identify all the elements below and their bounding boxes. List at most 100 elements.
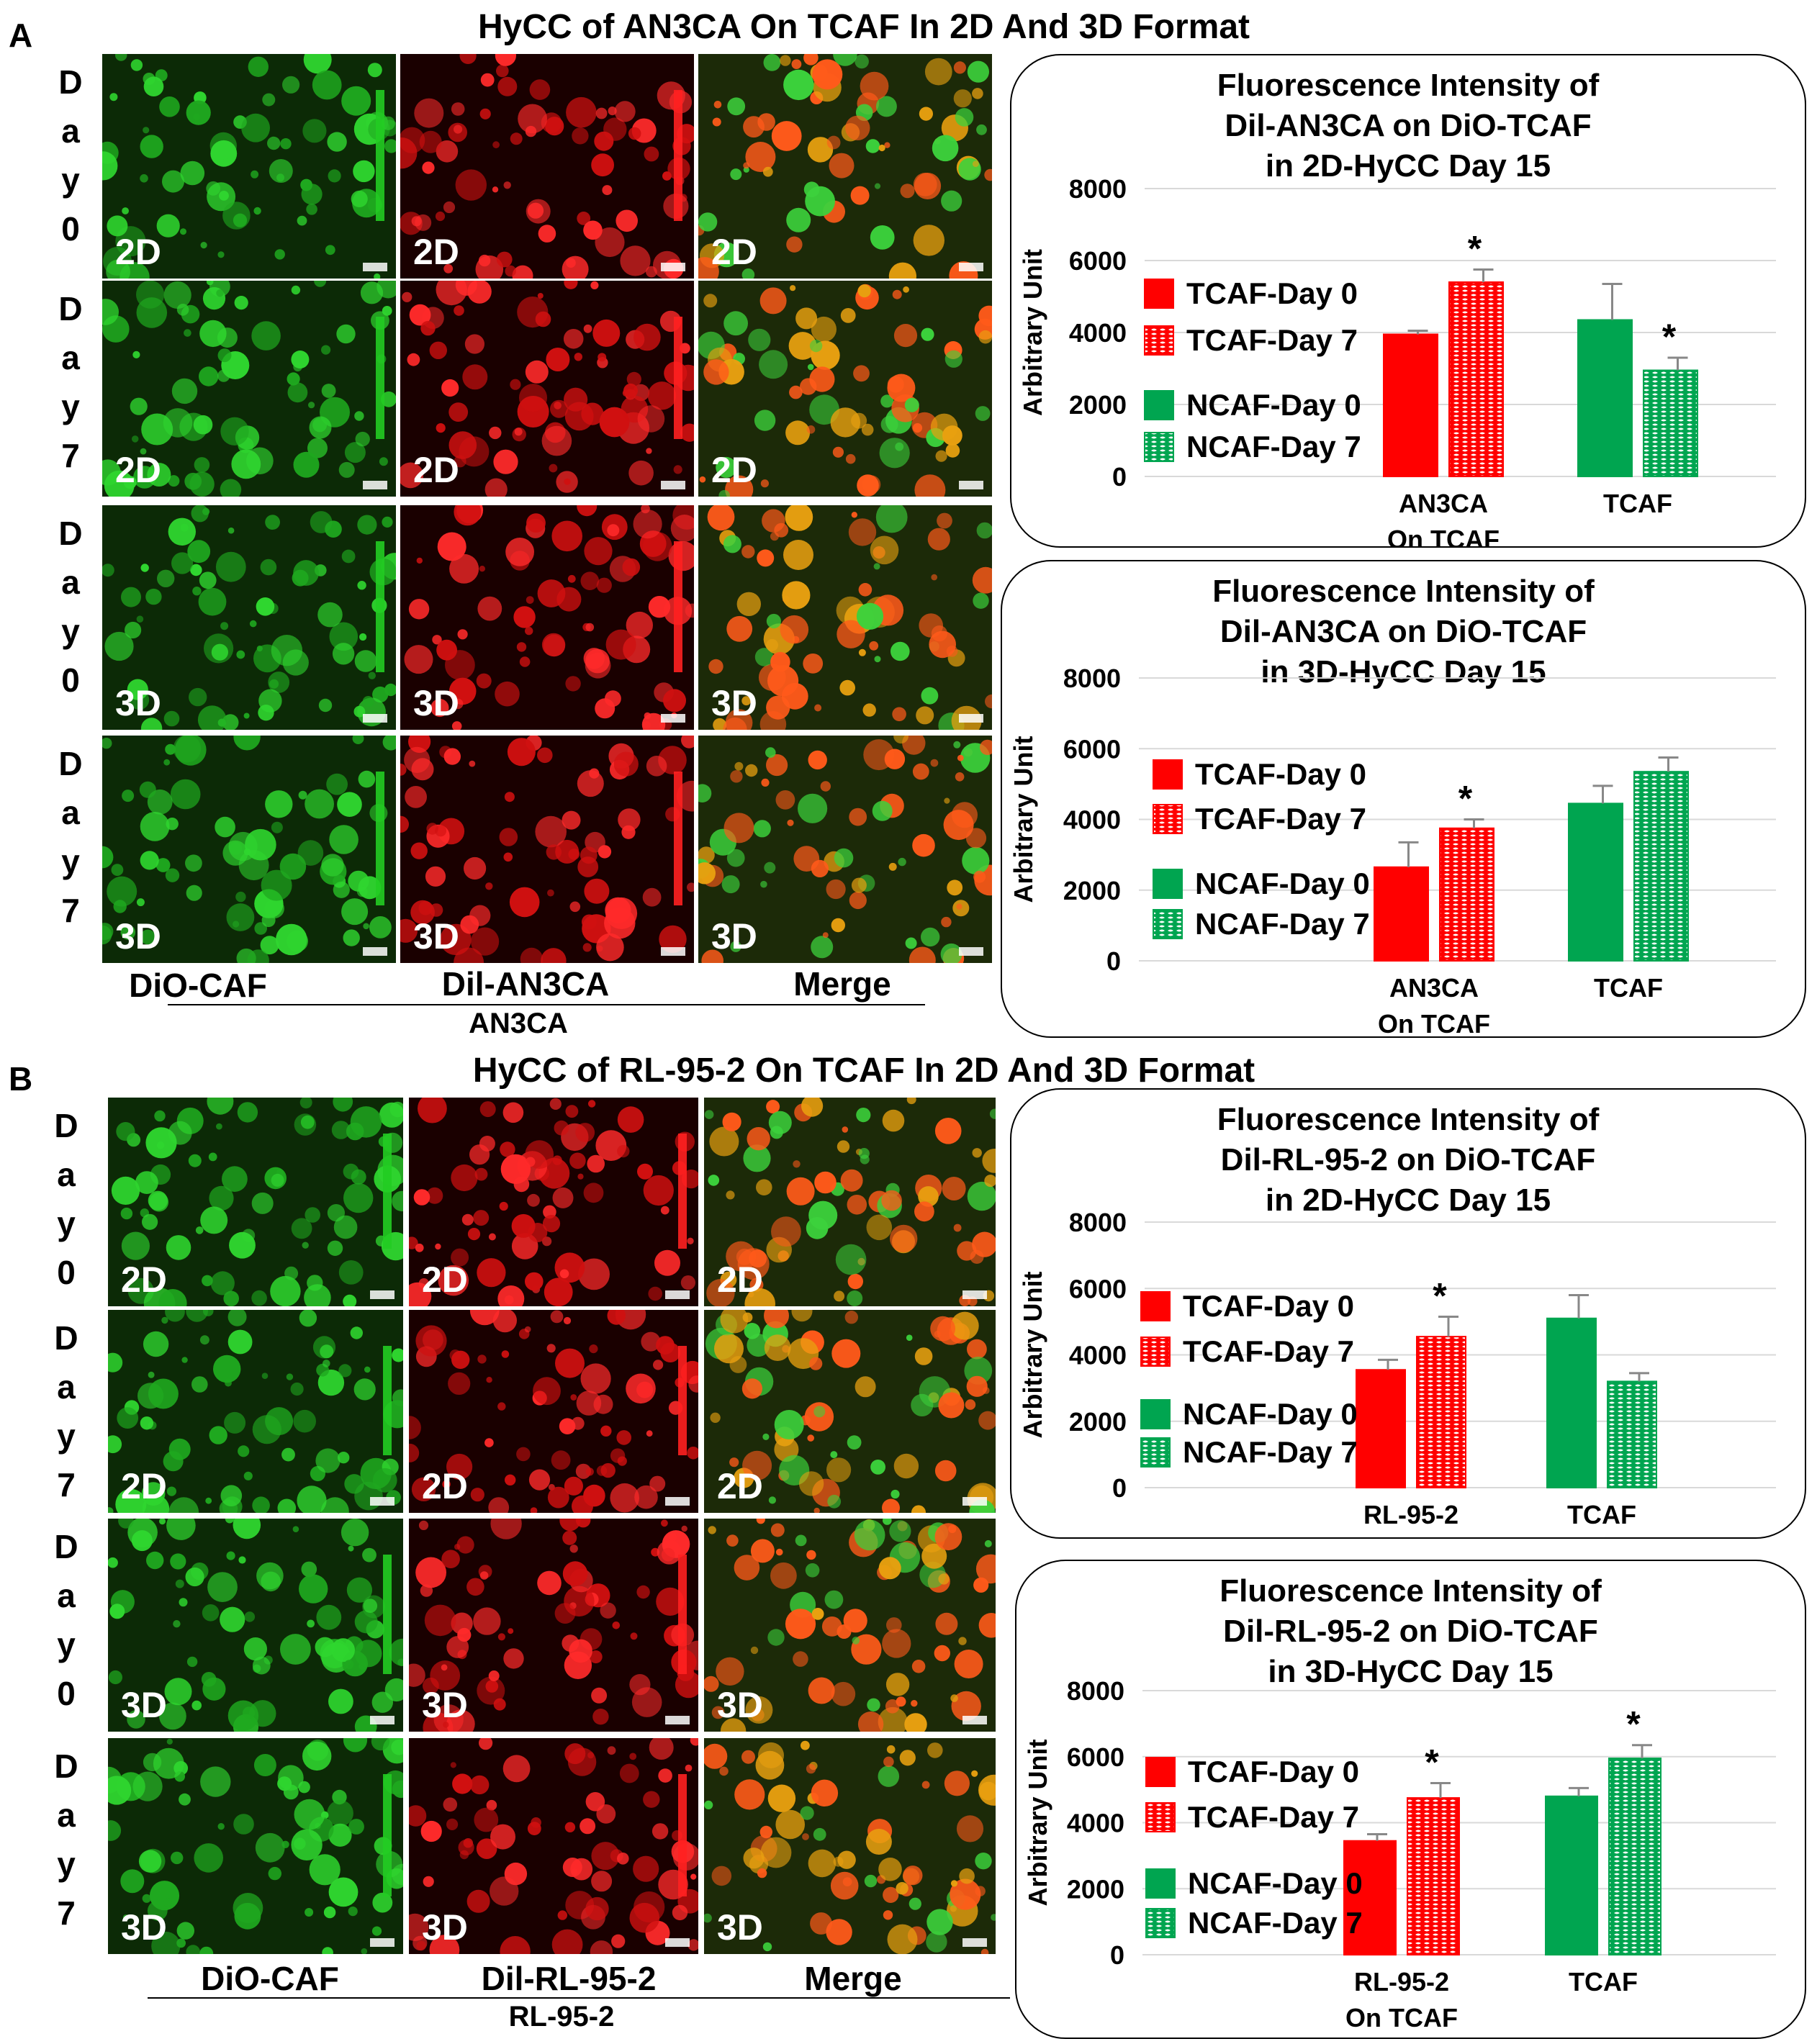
chart-title-line: Dil-AN3CA on DiO-TCAF [1225, 108, 1591, 143]
legend-swatch [1144, 325, 1174, 356]
panel-letter-a: A [9, 17, 33, 54]
format-tag: 3D [717, 1907, 763, 1948]
y-tick-label: 6000 [1063, 734, 1121, 764]
category-label: AN3CA [1389, 973, 1479, 1003]
bar [1607, 1380, 1657, 1488]
y-tick-label: 6000 [1069, 1274, 1127, 1303]
bar [1439, 827, 1494, 962]
chart-a-2d-svg: Fluorescence Intensity of Dil-AN3CA on Di… [1018, 68, 1776, 546]
legend-swatch [1145, 1757, 1176, 1787]
chart-title-line: in 2D-HyCC Day 15 [1266, 1182, 1551, 1218]
legend-swatch [1153, 804, 1183, 834]
category-label: TCAF [1567, 1500, 1636, 1529]
micrograph-image: 2D [409, 1098, 698, 1306]
micrograph-image: 3D [102, 505, 396, 730]
format-tag: 3D [115, 916, 161, 957]
legend-swatch [1153, 869, 1183, 899]
y-tick-label: 0 [1110, 1940, 1124, 1970]
category-label: RL-95-2 [1363, 1500, 1458, 1529]
day-label: D a y 0 [58, 63, 83, 248]
category-label: AN3CA [1399, 489, 1488, 518]
legend-label: NCAF-Day 7 [1183, 1435, 1358, 1469]
cell-line-label: RL-95-2 [508, 2001, 615, 2032]
y-tick-label: 6000 [1069, 246, 1127, 276]
chart-b-3d-svg: Fluorescence Intensity of Dil-RL-95-2 on … [1023, 1573, 1776, 2032]
day-label: D a y 7 [54, 1319, 78, 1503]
legend-label: NCAF-Day 0 [1186, 388, 1361, 422]
format-tag: 2D [717, 1466, 763, 1506]
micrograph-image: 2D [698, 54, 992, 279]
bar [1448, 281, 1504, 477]
y-tick-label: 0 [1112, 462, 1127, 492]
chart-a-2d: Fluorescence Intensity of Dil-AN3CA on Di… [1010, 54, 1806, 548]
y-tick-label: 0 [1112, 1473, 1127, 1503]
col-header-merge: Merge [793, 965, 891, 1003]
format-tag: 3D [413, 916, 459, 957]
bar [1343, 1840, 1397, 1956]
significance-star: * [1425, 1742, 1439, 1782]
legend-label: TCAF-Day 0 [1188, 1755, 1359, 1788]
bar [1416, 1336, 1466, 1488]
bar [1545, 1795, 1598, 1955]
y-tick-label: 4000 [1069, 318, 1127, 348]
legend-swatch [1153, 909, 1183, 939]
chart-b-2d-svg: Fluorescence Intensity of Dil-RL-95-2 on … [1018, 1102, 1776, 1537]
category-label: On TCAF [1355, 1536, 1467, 1537]
format-tag: 3D [121, 1907, 167, 1948]
micrograph-image: 2D [698, 281, 992, 497]
legend-swatch [1140, 1337, 1171, 1367]
micrograph-image: 3D [698, 505, 992, 730]
bar [1633, 771, 1689, 962]
y-tick-label: 8000 [1069, 1208, 1127, 1237]
category-label: TCAF [1594, 973, 1663, 1003]
bar [1374, 866, 1429, 962]
day-label: D a y 7 [58, 745, 83, 929]
format-tag: 2D [717, 1260, 763, 1300]
chart-title-line: Dil-RL-95-2 on DiO-TCAF [1221, 1142, 1596, 1177]
legend-swatch [1144, 432, 1174, 462]
format-tag: 2D [115, 450, 161, 490]
legend-label: TCAF-Day 7 [1183, 1334, 1354, 1368]
micrograph-image: 2D [108, 1310, 403, 1513]
chart-title-line: Dil-RL-95-2 on DiO-TCAF [1223, 1614, 1598, 1649]
y-tick-label: 6000 [1067, 1742, 1124, 1772]
category-label: On TCAF [1387, 525, 1500, 546]
category-label: TCAF [1603, 489, 1672, 518]
col-header-dil: Dil-AN3CA [441, 965, 610, 1003]
y-tick-label: 8000 [1063, 664, 1121, 693]
chart-title-line: in 2D-HyCC Day 15 [1266, 148, 1551, 184]
legend-swatch [1145, 1908, 1176, 1938]
y-tick-label: 0 [1106, 946, 1121, 976]
chart-title-line: in 3D-HyCC Day 15 [1261, 654, 1546, 689]
bar [1577, 319, 1633, 477]
col-header-dil: Dil-RL-95-2 [481, 1960, 657, 1997]
legend-swatch [1144, 279, 1174, 309]
chart-title-line: Fluorescence Intensity of [1212, 574, 1595, 609]
chart-b-2d: Fluorescence Intensity of Dil-RL-95-2 on … [1010, 1088, 1806, 1539]
bar [1383, 333, 1438, 477]
y-axis-title: Arbitrary Unit [1018, 249, 1047, 416]
format-tag: 2D [422, 1466, 468, 1506]
micrograph-image: 3D [108, 1738, 403, 1954]
micrograph-image: 2D [400, 54, 694, 279]
legend-label: NCAF-Day 0 [1195, 867, 1370, 900]
format-tag: 3D [115, 683, 161, 723]
legend-label: TCAF-Day 0 [1183, 1289, 1354, 1323]
legend-swatch [1145, 1868, 1176, 1899]
y-tick-label: 4000 [1063, 805, 1121, 835]
bar [1608, 1758, 1662, 1955]
micrograph-image: 3D [704, 1738, 996, 1954]
format-tag: 3D [422, 1685, 468, 1725]
legend-label: NCAF-Day 0 [1188, 1866, 1363, 1900]
col-header-dio-caf: DiO-CAF [129, 967, 267, 1004]
chart-b-3d: Fluorescence Intensity of Dil-RL-95-2 on … [1015, 1560, 1806, 2039]
legend-swatch [1140, 1437, 1171, 1468]
chart-title-line: Fluorescence Intensity of [1217, 1102, 1600, 1137]
format-tag: 2D [115, 232, 161, 272]
category-label: On TCAF [1345, 2003, 1458, 2032]
format-tag: 3D [711, 683, 757, 723]
significance-star: * [1458, 779, 1473, 819]
format-tag: 3D [711, 916, 757, 957]
format-tag: 2D [121, 1260, 167, 1300]
day-label: D a y 0 [58, 515, 83, 699]
